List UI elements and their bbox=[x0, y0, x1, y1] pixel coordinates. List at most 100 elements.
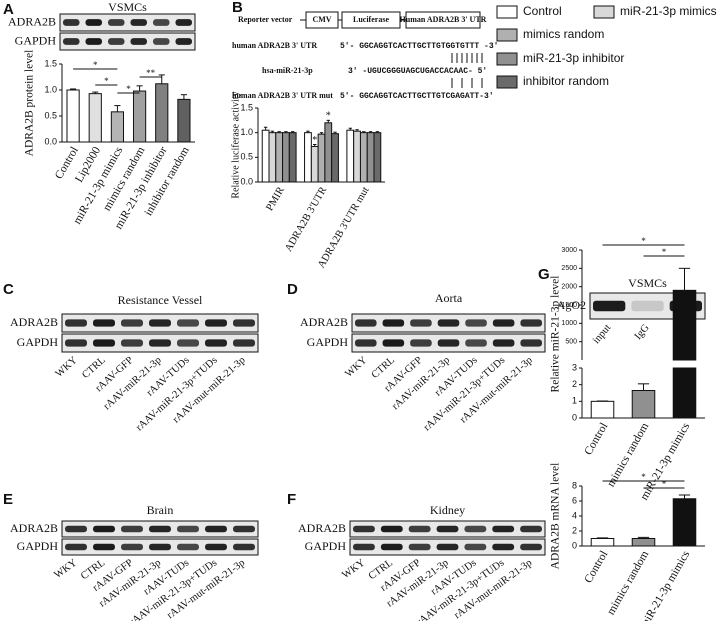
blot-band bbox=[353, 525, 375, 533]
legend-label: mimics random bbox=[523, 27, 604, 41]
y-tick-label: 1000 bbox=[561, 320, 577, 327]
bar bbox=[672, 289, 697, 361]
bar-annotation: * bbox=[312, 135, 317, 146]
blot-row-label: GAPDH bbox=[307, 335, 349, 349]
pairing-marks bbox=[451, 53, 483, 88]
bar bbox=[310, 145, 319, 183]
significance-label: * bbox=[104, 76, 109, 86]
bar bbox=[288, 132, 297, 183]
blot-band bbox=[436, 543, 459, 551]
y-tick-label: 0.0 bbox=[240, 176, 253, 186]
legend-swatch bbox=[496, 52, 518, 66]
bar bbox=[672, 367, 697, 419]
legend-label: inhibitor random bbox=[523, 74, 609, 88]
legend-label: miR-21-3p inhibitor bbox=[523, 51, 624, 65]
blot-row-label: GAPDH bbox=[15, 33, 57, 47]
blot-band bbox=[382, 339, 405, 347]
blot-band bbox=[520, 319, 542, 327]
bar-annotation: * bbox=[326, 111, 331, 122]
y-tick-label: 3 bbox=[572, 362, 577, 372]
blot-band bbox=[380, 543, 403, 551]
y-tick-label: 1.0 bbox=[240, 127, 253, 137]
bar bbox=[88, 93, 102, 143]
blot-band bbox=[410, 339, 432, 347]
blot-band bbox=[520, 339, 542, 347]
blot-title: VSMCs bbox=[108, 0, 147, 14]
y-tick-label: 8 bbox=[572, 480, 577, 490]
bar bbox=[110, 111, 125, 143]
bar bbox=[631, 538, 656, 547]
y-tick-label: 1 bbox=[572, 396, 577, 406]
sequence-label: hsa-miR-21-3p bbox=[262, 66, 313, 75]
blot-band bbox=[93, 319, 115, 327]
lane-label: input bbox=[591, 322, 613, 346]
bar bbox=[275, 132, 284, 183]
y-tick-label: 2000 bbox=[561, 284, 577, 291]
blot-band bbox=[149, 543, 171, 551]
significance-label: * bbox=[662, 479, 667, 489]
bar bbox=[672, 498, 697, 547]
blot-band bbox=[205, 525, 227, 533]
y-axis-title: Relative luciferase activity bbox=[230, 91, 241, 198]
blot-band bbox=[93, 543, 115, 551]
blot-band bbox=[492, 319, 515, 327]
bar bbox=[590, 538, 615, 547]
blot-band bbox=[520, 543, 542, 551]
bar bbox=[590, 400, 615, 419]
construct-title: Reporter vector bbox=[238, 15, 293, 24]
legend-swatch bbox=[496, 5, 518, 19]
sequence-label: human ADRA2B 3' UTR bbox=[232, 41, 317, 50]
sequence: 3' -UGUCGGGUAGCUGACCACAAC- 5' bbox=[348, 67, 487, 76]
blot-row-label: ADRA2B bbox=[298, 521, 346, 535]
blot-band bbox=[63, 19, 80, 26]
y-tick-label: 1.5 bbox=[44, 58, 57, 68]
blot-band bbox=[108, 19, 125, 26]
blot-band bbox=[65, 319, 87, 327]
bar bbox=[261, 129, 270, 183]
blot-band bbox=[177, 339, 199, 347]
blot-band bbox=[408, 543, 431, 551]
luciferase-box bbox=[341, 11, 401, 29]
blot-band bbox=[436, 525, 459, 533]
x-tick-label: ADRA2B 3'UTR bbox=[283, 185, 329, 254]
blot-band bbox=[65, 543, 87, 551]
blot-band bbox=[355, 339, 377, 347]
panel-letter: F bbox=[287, 491, 296, 508]
blot-strip bbox=[59, 13, 196, 32]
sequence: 5'- GGCAGGTCACTTGCTTGTCGAGATT-3' bbox=[340, 92, 494, 101]
legend-swatch bbox=[496, 28, 518, 42]
construct-part: CMV bbox=[312, 15, 331, 24]
significance-label: * bbox=[641, 236, 646, 246]
blot-row-label: GAPDH bbox=[305, 539, 347, 553]
bar bbox=[132, 90, 147, 143]
significance-label: ** bbox=[146, 68, 156, 78]
blot-band bbox=[492, 543, 515, 551]
blot-row-label: ADRA2B bbox=[10, 315, 58, 329]
blot-row-label: GAPDH bbox=[17, 335, 59, 349]
bar bbox=[66, 89, 80, 143]
blot-band bbox=[65, 339, 87, 347]
lane-label: IgG bbox=[633, 322, 652, 342]
blot-band bbox=[149, 319, 171, 327]
y-tick-label: 6 bbox=[572, 495, 577, 505]
legend-label: Control bbox=[523, 4, 562, 18]
x-tick-label: Control bbox=[582, 549, 610, 585]
construct: Reporter vector CMV Luciferase Human ADR… bbox=[232, 11, 498, 101]
bar bbox=[177, 98, 191, 143]
panel-letter: G bbox=[538, 266, 550, 283]
blot-band bbox=[233, 525, 255, 533]
blot-band bbox=[93, 525, 115, 533]
y-axis-title: ADRA2B mRNA level bbox=[550, 463, 562, 570]
blot-band bbox=[492, 339, 515, 347]
construct-part: Luciferase bbox=[353, 15, 389, 24]
sequence: 5'- GGCAGGTCACTTGCTTGTGGTGTTT -3' bbox=[340, 42, 498, 51]
significance-label: * bbox=[126, 84, 131, 94]
blot-title: VSMCs bbox=[628, 276, 667, 290]
bar bbox=[353, 130, 361, 183]
bar bbox=[373, 132, 382, 183]
y-tick-label: 2 bbox=[572, 379, 577, 389]
blot-title: Resistance Vessel bbox=[118, 293, 203, 307]
y-tick-label: 3000 bbox=[561, 247, 577, 254]
blot-band bbox=[355, 319, 377, 327]
blot-band bbox=[205, 319, 227, 327]
